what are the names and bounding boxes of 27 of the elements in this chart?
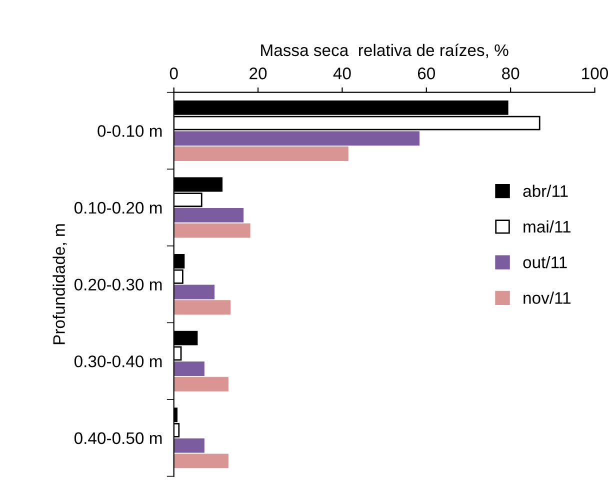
- y-tick-label: 0-0.10 m: [98, 125, 162, 137]
- bar: [174, 223, 250, 238]
- x-tick-label: 40: [333, 68, 351, 80]
- bar: [174, 376, 228, 392]
- y-tick-label: 0.10-0.20 m: [74, 202, 162, 214]
- y-tick-label: 0.30-0.40 m: [74, 356, 162, 368]
- bar: [174, 362, 204, 376]
- legend-label: mai/11: [524, 220, 571, 233]
- y-tick-label: 0.20-0.30 m: [74, 278, 162, 291]
- legend-label: nov/11: [524, 292, 571, 304]
- bar: [174, 146, 348, 161]
- x-axis-title: Massa seca relativa de raízes, %: [261, 44, 508, 58]
- legend-label: abr/11: [523, 184, 568, 197]
- bar: [174, 284, 215, 300]
- bar: [174, 454, 228, 468]
- legend-label: out/11: [523, 256, 567, 268]
- x-tick-label: 0: [170, 68, 178, 80]
- x-tick-label: 100: [582, 68, 608, 80]
- bar: [174, 208, 244, 222]
- bar: [174, 438, 204, 453]
- y-tick-label: 0.40-0.50 m: [74, 432, 162, 444]
- bar: [174, 131, 420, 146]
- x-tick-label: 60: [418, 68, 436, 80]
- y-axis-title: Profundidade, m: [52, 224, 67, 344]
- x-tick-label: 20: [250, 68, 267, 80]
- x-tick-label: 80: [502, 68, 520, 80]
- bar: [174, 300, 231, 315]
